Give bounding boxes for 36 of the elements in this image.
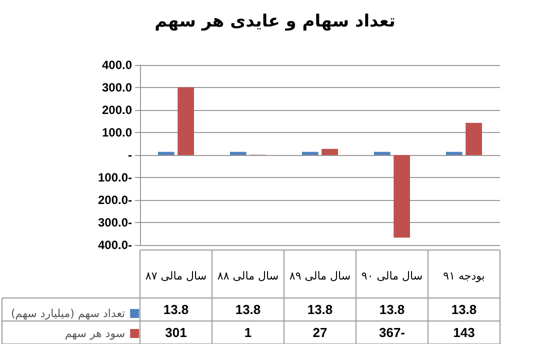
data-label: 27	[312, 325, 328, 340]
y-tick-label: 400.0	[102, 58, 132, 72]
y-tick-label: -	[128, 148, 132, 162]
data-label: 13.8	[451, 302, 477, 317]
y-tick-label: 200.0	[102, 103, 132, 117]
y-tick-label: 100.0-	[98, 170, 132, 184]
data-label: 301	[165, 325, 187, 340]
data-label: 143	[453, 325, 475, 340]
data-label: 13.8	[307, 302, 333, 317]
bar	[178, 87, 194, 155]
chart-title: تعداد سهام و عایدی هر سهم	[154, 12, 396, 32]
legend-label: سود هر سهم	[64, 327, 126, 340]
x-tick-label: بودجه ۹۱	[443, 270, 485, 282]
data-label: -367	[378, 325, 406, 340]
data-label: 13.8	[163, 302, 189, 317]
y-tick-label: 300.0-	[98, 216, 132, 230]
bar	[158, 152, 174, 155]
bar	[302, 152, 318, 155]
x-tick-label: سال مالی ۸۸	[217, 270, 279, 282]
y-tick-label: 400.0-	[98, 238, 132, 252]
y-tick-label: 100.0	[102, 126, 132, 140]
bar	[466, 122, 482, 155]
y-tick-label: 200.0-	[98, 193, 132, 207]
x-tick-label: سال مالی ۸۹	[289, 270, 351, 282]
legend-label: تعداد سهم (میلیارد سهم)	[10, 307, 126, 320]
data-label: 1	[244, 325, 252, 340]
bar	[394, 155, 410, 238]
data-label: 13.8	[379, 302, 405, 317]
x-tick-label: سال مالی ۹۰	[361, 270, 423, 282]
y-tick-label: 300.0	[102, 80, 132, 94]
bar	[322, 148, 338, 155]
bar	[230, 152, 246, 155]
bar	[374, 152, 390, 155]
x-tick-label: سال مالی ۸۷	[145, 270, 207, 282]
data-label: 13.8	[235, 302, 261, 317]
bar	[446, 152, 462, 155]
